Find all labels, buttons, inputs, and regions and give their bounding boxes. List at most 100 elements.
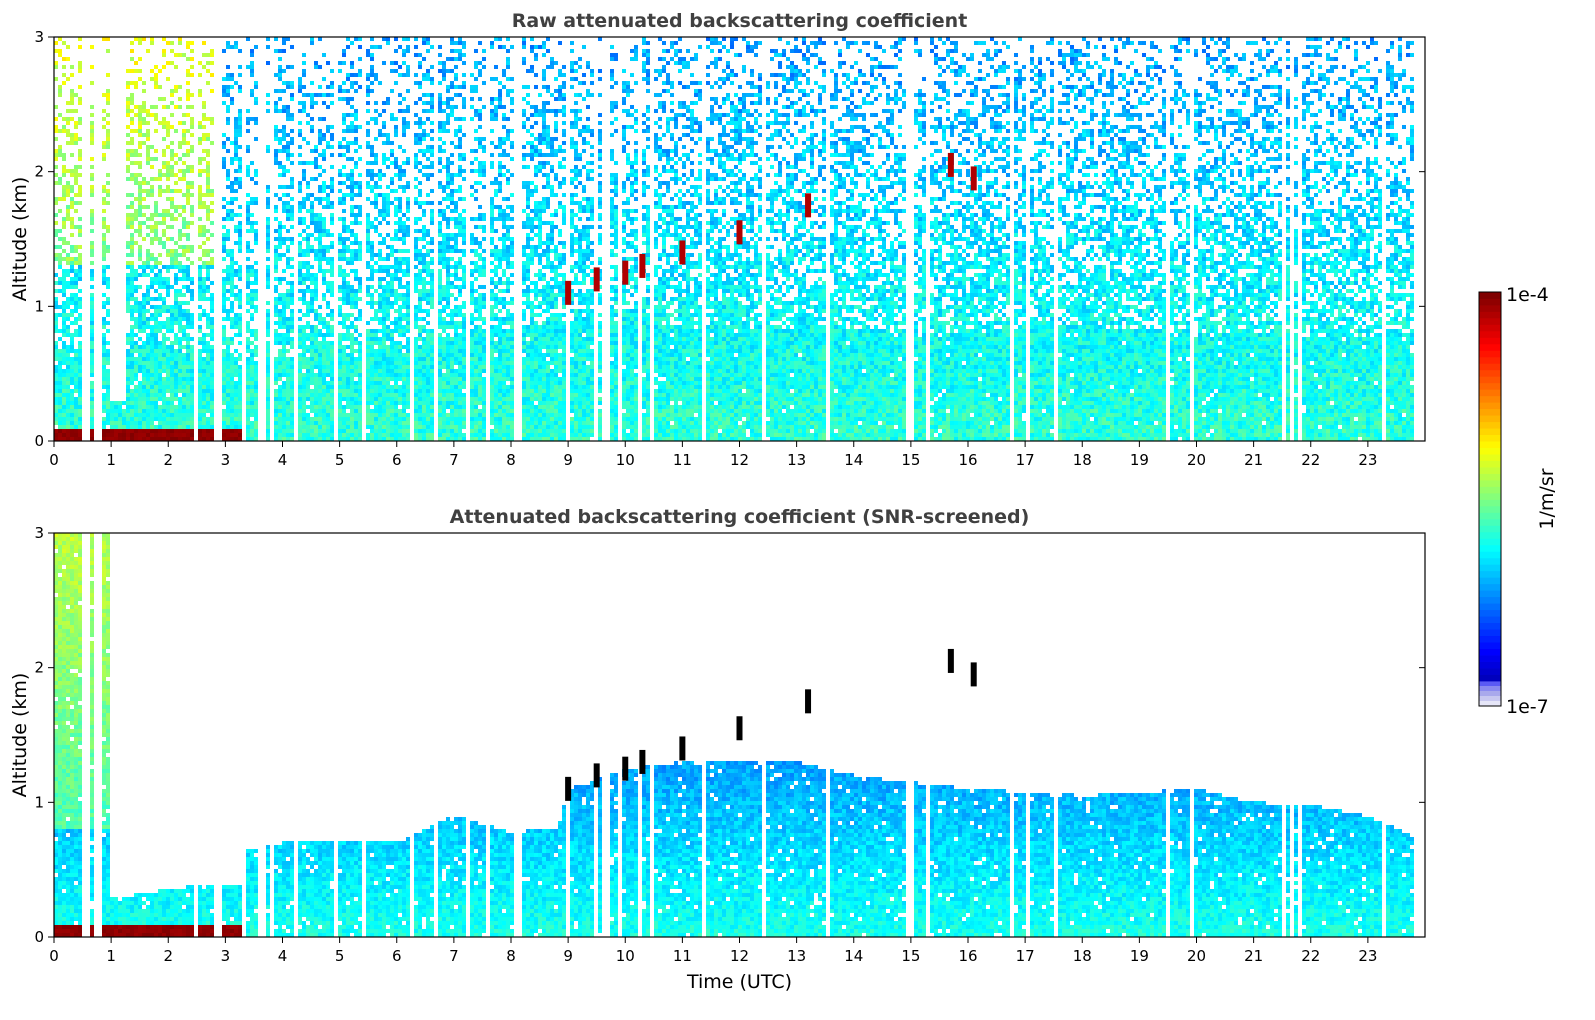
colorbar-max-label: 1e-4	[1506, 284, 1549, 306]
screened-cloud-point-7	[948, 649, 954, 673]
colorbar-segment-26	[1479, 506, 1501, 513]
raw-xtick-label-19: 19	[1130, 451, 1149, 469]
colorbar-segment-16	[1479, 571, 1501, 578]
colorbar-segment-15	[1479, 577, 1501, 584]
colorbar-segment-27	[1479, 499, 1501, 506]
screened-ytick-label-0: 0	[34, 928, 44, 946]
colorbar-min-label: 1e-7	[1506, 696, 1549, 718]
colorbar-segment-31	[1479, 474, 1501, 481]
raw-panel: Raw attenuated backscattering coefficien…	[9, 10, 1425, 469]
raw-xtick-label-4: 4	[278, 451, 288, 469]
colorbar-segment-54	[1479, 324, 1501, 331]
screened-cloud-point-6	[805, 689, 811, 713]
screened-panel-title: Attenuated backscattering coefficient (S…	[450, 506, 1030, 528]
colorbar-segment-6	[1479, 636, 1501, 643]
colorbar-segment-5	[1479, 642, 1501, 649]
screened-xtick-label-22: 22	[1301, 947, 1320, 965]
raw-xtick-label-5: 5	[335, 451, 345, 469]
raw-xtick-label-17: 17	[1016, 451, 1035, 469]
raw-xtick-label-22: 22	[1301, 451, 1320, 469]
colorbar-segment-34	[1479, 454, 1501, 461]
colorbar-segment-49	[1479, 357, 1501, 364]
colorbar-segment-56	[1479, 311, 1501, 318]
colorbar-segment-51	[1479, 344, 1501, 351]
raw-xtick-label-0: 0	[49, 451, 59, 469]
colorbar-segment-2	[1479, 662, 1501, 669]
raw-ytick-label-1: 1	[34, 297, 44, 315]
colorbar-segment-23	[1479, 525, 1501, 532]
raw-ytick-label-2: 2	[34, 163, 44, 181]
raw-cloud-point-6	[805, 193, 811, 217]
screened-panel: Attenuated backscattering coefficient (S…	[9, 506, 1425, 993]
screened-panel-ylabel: Altitude (km)	[9, 673, 31, 798]
screened-cloud-point-5	[737, 716, 743, 740]
colorbar-segment-41	[1479, 409, 1501, 416]
screened-xtick-label-2: 2	[163, 947, 173, 965]
colorbar-segment-50	[1479, 350, 1501, 357]
colorbar-segment-59	[1479, 292, 1501, 299]
raw-xtick-label-10: 10	[616, 451, 635, 469]
colorbar-segment-21	[1479, 538, 1501, 545]
screened-xtick-label-11: 11	[673, 947, 692, 965]
raw-cloud-point-4	[679, 240, 685, 264]
screened-xtick-label-8: 8	[506, 947, 516, 965]
raw-xtick-label-1: 1	[106, 451, 116, 469]
raw-ytick-label-0: 0	[34, 432, 44, 450]
screened-panel-xlabel: Time (UTC)	[686, 971, 792, 993]
colorbar-segment-39	[1479, 422, 1501, 429]
colorbar-segment-28	[1479, 493, 1501, 500]
colorbar-segment-19	[1479, 551, 1501, 558]
colorbar-segment-29	[1479, 487, 1501, 494]
screened-xtick-label-19: 19	[1130, 947, 1149, 965]
colorbar-segment-58	[1479, 298, 1501, 305]
colorbar-segment-57	[1479, 305, 1501, 312]
raw-cloud-point-2	[622, 261, 628, 285]
screened-xtick-label-1: 1	[106, 947, 116, 965]
colorbar-segment-18	[1479, 558, 1501, 565]
screened-xtick-label-23: 23	[1358, 947, 1377, 965]
screened-xtick-label-21: 21	[1244, 947, 1263, 965]
screened-xtick-label-7: 7	[449, 947, 459, 965]
colorbar-segment-33	[1479, 461, 1501, 468]
colorbar-segment-0	[1479, 675, 1501, 682]
raw-xtick-label-16: 16	[958, 451, 977, 469]
raw-xtick-label-11: 11	[673, 451, 692, 469]
raw-xtick-label-21: 21	[1244, 451, 1263, 469]
raw-cloud-point-1	[594, 267, 600, 291]
colorbar-segment-17	[1479, 564, 1501, 571]
screened-xtick-label-17: 17	[1016, 947, 1035, 965]
colorbar-segment-45	[1479, 383, 1501, 390]
colorbar-segment-8	[1479, 623, 1501, 630]
raw-xtick-label-12: 12	[730, 451, 749, 469]
colorbar-segment-22	[1479, 532, 1501, 539]
colorbar-segment-42	[1479, 402, 1501, 409]
colorbar-under-segment-1	[1479, 696, 1501, 701]
colorbar-segment-13	[1479, 590, 1501, 597]
screened-xtick-label-4: 4	[278, 947, 288, 965]
raw-xtick-label-18: 18	[1073, 451, 1092, 469]
colorbar: 1e-4 1e-7 1/m/sr	[1479, 284, 1558, 718]
raw-xtick-label-6: 6	[392, 451, 402, 469]
colorbar-segment-12	[1479, 597, 1501, 604]
raw-ytick-label-3: 3	[34, 28, 44, 46]
colorbar-segment-7	[1479, 629, 1501, 636]
raw-xtick-label-2: 2	[163, 451, 173, 469]
raw-cloud-point-3	[639, 254, 645, 278]
raw-xtick-label-7: 7	[449, 451, 459, 469]
colorbar-segment-9	[1479, 616, 1501, 623]
screened-xtick-label-10: 10	[616, 947, 635, 965]
screened-xtick-label-5: 5	[335, 947, 345, 965]
screened-xtick-label-9: 9	[563, 947, 573, 965]
screened-ytick-label-3: 3	[34, 524, 44, 542]
screened-cloud-point-1	[594, 763, 600, 787]
colorbar-unit-label: 1/m/sr	[1536, 468, 1558, 529]
screened-cloud-point-3	[639, 750, 645, 774]
raw-cloud-point-8	[971, 166, 977, 190]
colorbar-segment-40	[1479, 415, 1501, 422]
colorbar-under-segment-2	[1479, 691, 1501, 696]
colorbar-segment-52	[1479, 337, 1501, 344]
raw-xtick-label-20: 20	[1187, 451, 1206, 469]
screened-xtick-label-15: 15	[901, 947, 920, 965]
screened-xtick-label-6: 6	[392, 947, 402, 965]
